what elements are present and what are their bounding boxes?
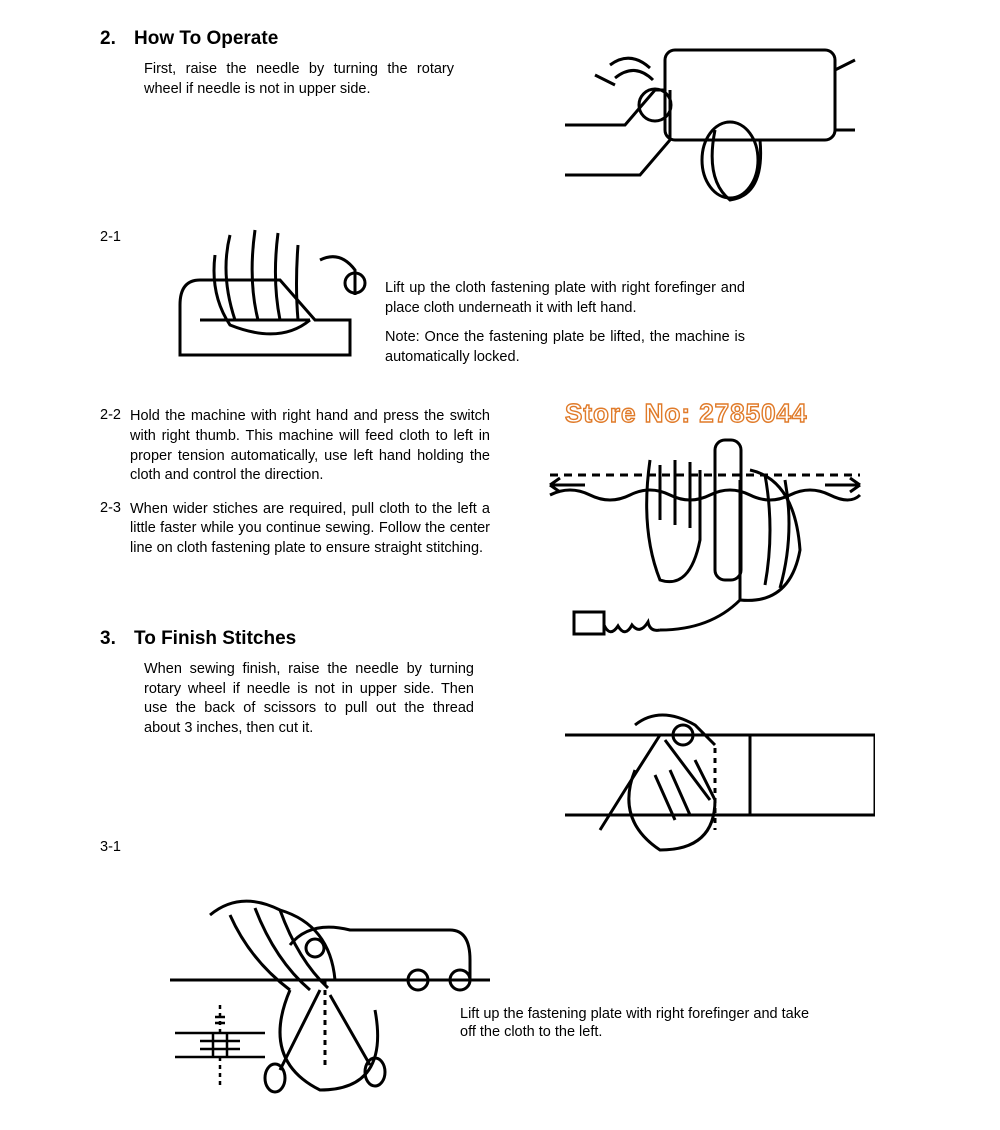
section2-number: 2.: [100, 28, 134, 50]
watermark-text: Store No: 2785044: [565, 398, 807, 428]
watermark-store-no: Store No: 2785044: [565, 398, 807, 429]
section3-number: 3.: [100, 628, 134, 650]
step21-text: Lift up the cloth fastening plate with r…: [385, 279, 745, 318]
section3-intro: When sewing finish, raise the needle by …: [144, 660, 474, 738]
section2-intro: First, raise the needle by turning the r…: [144, 60, 454, 99]
section3-title: To Finish Stitches: [134, 628, 296, 649]
step22-label: 2-2: [100, 407, 130, 485]
section2-title: How To Operate: [134, 28, 278, 49]
step23-label: 2-3: [100, 500, 130, 559]
step21-note: Note: Once the fastening plate be lifted…: [385, 328, 745, 367]
illustration-step22: [540, 420, 870, 660]
step21-label: 2-1: [100, 229, 130, 367]
illustration-step31-stitch-detail: [175, 1005, 265, 1085]
step31-caption: Lift up the fastening plate with right f…: [460, 1005, 820, 1043]
illustration-finish-stitches: [565, 700, 875, 870]
illustration-step21: [160, 225, 380, 395]
step23-text: When wider stiches are required, pull cl…: [130, 500, 490, 559]
step22-text: Hold the machine with right hand and pre…: [130, 407, 490, 485]
illustration-operate-rotary: [555, 30, 865, 210]
